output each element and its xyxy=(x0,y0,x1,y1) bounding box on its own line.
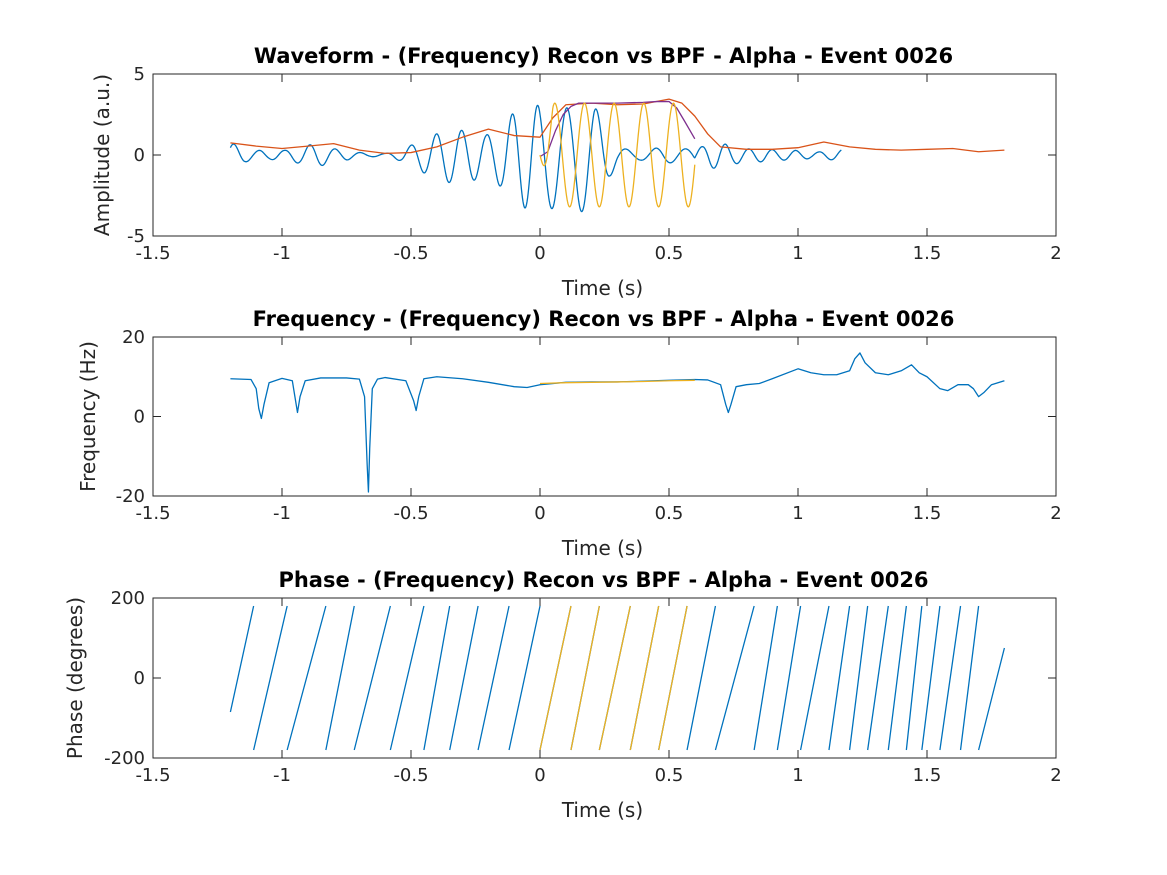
chart-title: Frequency - (Frequency) Recon vs BPF - A… xyxy=(253,307,955,331)
y-tick-label: 20 xyxy=(122,327,145,348)
x-tick-label: 2 xyxy=(1050,765,1061,786)
series-group xyxy=(229,605,1006,751)
series-line-4 xyxy=(539,102,696,208)
chart-title: Phase - (Frequency) Recon vs BPF - Alpha… xyxy=(278,568,928,592)
x-tick-label: 1 xyxy=(792,765,803,786)
x-tick-label: -0.5 xyxy=(393,243,428,264)
y-tick-label: 0 xyxy=(134,145,145,166)
y-tick-label: 200 xyxy=(111,588,145,609)
x-axis-label: Time (s) xyxy=(561,276,643,300)
plot-area xyxy=(153,337,1056,496)
x-tick-label: 2 xyxy=(1050,503,1061,524)
x-tick-label: -1 xyxy=(273,765,291,786)
x-tick-label: 1.5 xyxy=(913,243,942,264)
x-tick-label: -1.5 xyxy=(135,765,170,786)
x-tick-label: 1 xyxy=(792,503,803,524)
x-tick-label: 0 xyxy=(534,503,545,524)
series-line-2 xyxy=(539,605,688,751)
x-axis-label: Time (s) xyxy=(561,536,643,560)
x-tick-label: 0.5 xyxy=(655,243,684,264)
y-tick-label: -5 xyxy=(127,226,145,247)
series-line-1 xyxy=(229,104,842,213)
x-axis-label: Time (s) xyxy=(561,798,643,822)
series-line-2 xyxy=(539,379,695,385)
series-group xyxy=(230,352,1005,493)
chart-panel-1: -1.5 -1 -0.5 0 0.5 1 1.5 2 -5 0 5 Waveform - (Frequ… xyxy=(90,44,1062,300)
x-tick-label: -0.5 xyxy=(393,765,428,786)
y-tick-label: -200 xyxy=(104,748,145,769)
x-tick-label: -1.5 xyxy=(135,503,170,524)
y-tick-label: -20 xyxy=(116,486,145,507)
y-tick-label: 5 xyxy=(134,64,145,85)
chart-title: Waveform - (Frequency) Recon vs BPF - Al… xyxy=(254,44,953,68)
x-tick-label: -0.5 xyxy=(393,503,428,524)
series-line-2 xyxy=(230,98,1005,155)
x-tick-label: -1 xyxy=(273,503,291,524)
x-tick-label: -1.5 xyxy=(135,243,170,264)
chart-panel-2: -1.5 -1 -0.5 0 0.5 1 1.5 2 -20 0 20 Frequency - (Fr… xyxy=(76,307,1062,560)
x-tick-label: 1.5 xyxy=(913,503,942,524)
x-tick-label: 0.5 xyxy=(655,503,684,524)
x-tick-label: 0 xyxy=(534,243,545,264)
chart-panel-3: -1.5 -1 -0.5 0 0.5 1 1.5 2 -200 0 200 Phase - (Freq… xyxy=(63,568,1062,822)
x-tick-label: 2 xyxy=(1050,243,1061,264)
x-tick-label: 1 xyxy=(792,243,803,264)
y-axis-label: Amplitude (a.u.) xyxy=(90,74,114,236)
x-tick-label: 0.5 xyxy=(655,765,684,786)
x-tick-label: -1 xyxy=(273,243,291,264)
y-tick-label: 0 xyxy=(134,668,145,689)
plot-area xyxy=(153,74,1056,236)
x-tick-label: 0 xyxy=(534,765,545,786)
y-axis-label: Frequency (Hz) xyxy=(76,341,100,492)
y-axis-label: Phase (degrees) xyxy=(63,597,87,759)
x-tick-label: 1.5 xyxy=(913,765,942,786)
plot-area xyxy=(153,598,1056,758)
y-tick-label: 0 xyxy=(134,407,145,428)
series-group xyxy=(229,98,1005,213)
